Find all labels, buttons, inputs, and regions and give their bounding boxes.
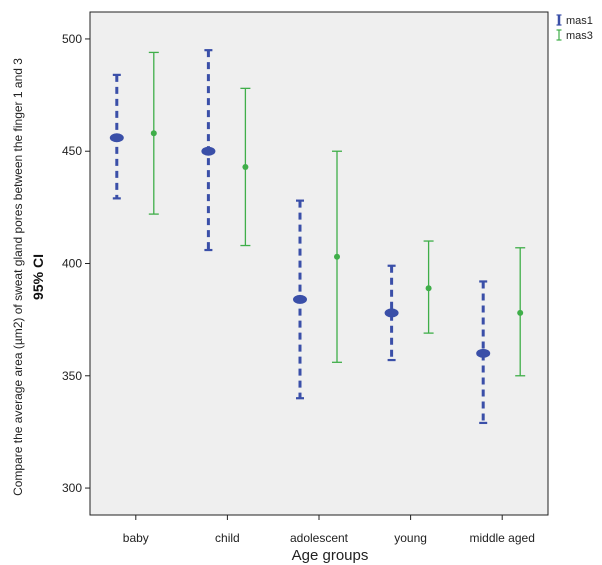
mas1-errorbar bbox=[201, 49, 216, 252]
mas3-mean-point bbox=[425, 285, 432, 292]
mas3-errorbar bbox=[423, 240, 434, 334]
mas1-mean-point bbox=[476, 348, 491, 358]
y-tick-label: 300 bbox=[62, 481, 82, 495]
mas1-errorbar bbox=[293, 199, 307, 400]
mas1-mean-point bbox=[109, 133, 124, 143]
y-axis-subtitle: 95% CI bbox=[30, 254, 46, 300]
x-tick-label: child bbox=[215, 531, 240, 545]
mas3-errorbar bbox=[332, 150, 342, 363]
y-tick-label: 450 bbox=[62, 144, 82, 158]
y-tick-label: 500 bbox=[62, 32, 82, 46]
mas3-mean-point bbox=[334, 253, 340, 260]
legend: mas1 mas3 bbox=[556, 14, 593, 42]
mas1-mean-point bbox=[293, 294, 307, 304]
series-marks bbox=[109, 49, 526, 425]
x-axis: baby child adolescent young middle aged bbox=[123, 515, 535, 545]
x-tick-label: young bbox=[394, 531, 427, 545]
y-tick-label: 350 bbox=[62, 369, 82, 383]
mas1-legend-label: mas1 bbox=[566, 15, 593, 27]
mas1-errorbar bbox=[476, 280, 491, 425]
y-axis: 300 350 400 450 500 bbox=[62, 32, 90, 495]
mas3-mean-point bbox=[517, 309, 524, 316]
mas3-errorbar bbox=[240, 87, 251, 247]
x-tick-label: baby bbox=[123, 531, 149, 545]
x-axis-title: Age groups bbox=[292, 547, 369, 564]
y-tick-label: 400 bbox=[62, 257, 82, 271]
mas3-mean-point bbox=[150, 130, 157, 137]
mas3-errorbar bbox=[148, 51, 159, 215]
mas1-errorbar bbox=[109, 73, 124, 200]
mas3-legend-label: mas3 bbox=[566, 30, 593, 42]
plot-area bbox=[89, 11, 549, 516]
mas1-errorbar bbox=[384, 264, 399, 362]
mas3-mean-point bbox=[242, 163, 249, 170]
y-axis-title: Compare the average area (µm2) of sweat … bbox=[11, 58, 25, 496]
x-tick-label: middle aged bbox=[470, 531, 535, 545]
x-tick-label: adolescent bbox=[290, 531, 349, 545]
mas3-errorbar bbox=[515, 247, 526, 377]
mas1-mean-point bbox=[201, 146, 216, 156]
mas1-mean-point bbox=[384, 308, 399, 318]
